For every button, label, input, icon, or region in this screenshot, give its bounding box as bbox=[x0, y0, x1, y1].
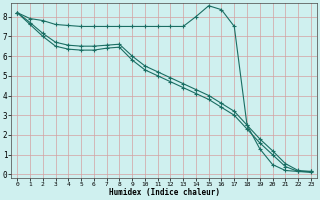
X-axis label: Humidex (Indice chaleur): Humidex (Indice chaleur) bbox=[108, 188, 220, 197]
